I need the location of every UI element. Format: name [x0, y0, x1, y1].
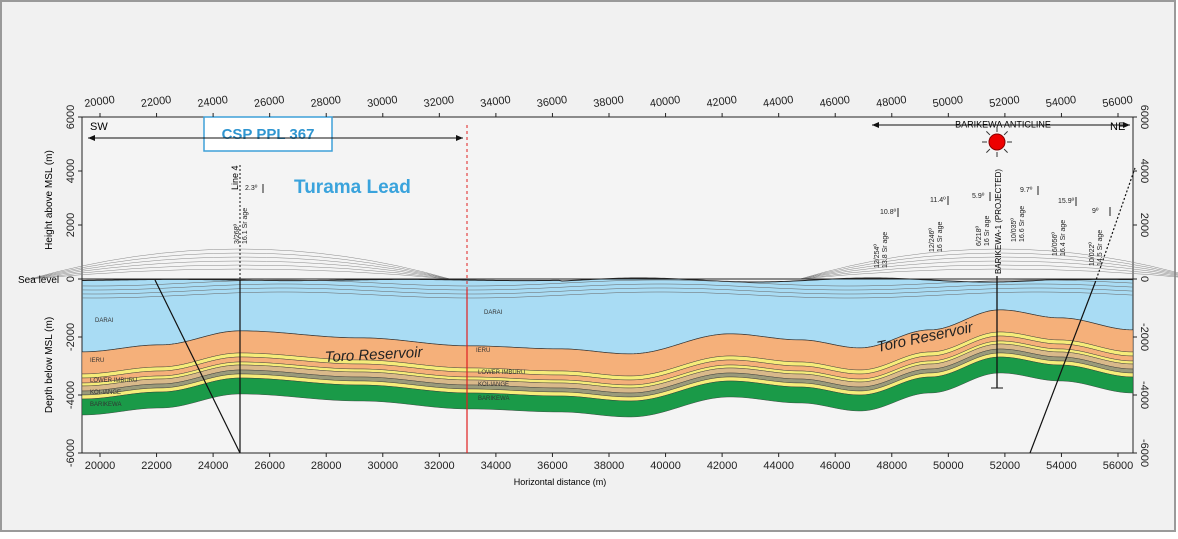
y-tick-label: 0 — [65, 276, 77, 282]
y-tick-label: -2000 — [65, 323, 77, 351]
formation-label: DARAI — [95, 318, 114, 324]
x-tick-label: 44000 — [763, 460, 794, 472]
licence: CSP PPL 367 — [222, 126, 315, 143]
x-tick-label: 30000 — [367, 460, 398, 472]
x-tick-label: 56000 — [1103, 460, 1134, 472]
x-tick-label: 48000 — [876, 460, 907, 472]
sample-label: 12/254º — [874, 244, 881, 268]
formation-label: KOI-IANGE — [478, 382, 509, 388]
y-tick-label: 4000 — [1138, 159, 1150, 183]
sea-level: Sea level — [18, 275, 59, 286]
formation-label: BARIKEWA — [478, 396, 509, 402]
x-tick-label: 38000 — [594, 460, 625, 472]
sample-label: 16 Sr age — [984, 216, 991, 246]
y-tick-label: 0 — [1138, 276, 1150, 282]
y-tick-label: 4000 — [65, 159, 77, 183]
y-label-lower: Depth below MSL (m) — [44, 317, 55, 413]
x-tick-label: 34000 — [481, 460, 512, 472]
line-4: Line 4 — [230, 165, 240, 190]
sample-label: 14.5 Sr age — [1097, 230, 1104, 266]
sample-label: 16.6 Sr age — [1019, 206, 1026, 242]
x-tick-label: 28000 — [311, 460, 342, 472]
dip-label: 11.4º — [930, 197, 946, 204]
y-tick-label: 6000 — [65, 105, 77, 129]
ne: NE — [1110, 121, 1125, 133]
dip-label: 9º — [1092, 208, 1099, 215]
y-tick-label: -4000 — [65, 381, 77, 409]
x-tick-label: 24000 — [198, 460, 229, 472]
sample-label: 6/218º — [976, 225, 983, 246]
well-name: BARIKEWA-1 (PROJECTED) — [994, 169, 1003, 274]
y-tick-label: -4000 — [1138, 381, 1150, 409]
sample-label: 16 Sr age — [937, 222, 944, 252]
x-axis-label: Horizontal distance (m) — [514, 477, 607, 487]
sample-label: 12/246º — [929, 228, 936, 252]
x-tick-label: 46000 — [820, 460, 851, 472]
x-tick-label: 32000 — [424, 460, 455, 472]
formation-label: KOI-IANGE — [90, 390, 121, 396]
well-symbol — [989, 134, 1005, 150]
x-tick-label: 20000 — [85, 460, 116, 472]
y-label-upper: Height above MSL (m) — [44, 150, 55, 250]
y-tick-label: -6000 — [1138, 439, 1150, 467]
sample-label: 10/022º — [1089, 242, 1096, 266]
formation-label: IERU — [90, 358, 104, 364]
x-tick-label: 54000 — [1046, 460, 1077, 472]
formation-label: IERU — [476, 348, 490, 354]
sample-label: 16.4 Sr age — [1060, 220, 1067, 256]
dip-label: 15.9º — [1058, 198, 1075, 205]
sample-label: 16.1 Sr age — [242, 208, 249, 244]
sample-label: 3/268º — [234, 223, 241, 244]
y-tick-label: 6000 — [1138, 105, 1150, 129]
formation-label: BARIKEWA — [90, 402, 121, 408]
page: CSP PPL 367 Turama Lead SW NE BARIKEWA A… — [0, 0, 1178, 534]
x-tick-label: 36000 — [537, 460, 568, 472]
sample-label: 10/035º — [1011, 218, 1018, 242]
anticline: BARIKEWA ANTICLINE — [955, 119, 1051, 129]
sw: SW — [90, 121, 108, 133]
x-tick-label: 42000 — [707, 460, 738, 472]
formation-label: DARAI — [484, 310, 503, 316]
y-tick-label: 2000 — [65, 213, 77, 237]
dip-label: 5.9º — [972, 193, 985, 200]
dip-label: 10.8º — [880, 209, 897, 216]
dip-label: 2.3º — [245, 185, 258, 192]
x-tick-label: 22000 — [141, 460, 172, 472]
y-tick-label: -6000 — [65, 439, 77, 467]
formation-label: LOWER IMBURU — [478, 370, 525, 376]
sample-label: 13.8 Sr age — [882, 232, 889, 268]
lead-name: Turama Lead — [294, 177, 411, 198]
x-tick-label: 50000 — [933, 460, 964, 472]
y-tick-label: 2000 — [1138, 213, 1150, 237]
y-tick-label: -2000 — [1138, 323, 1150, 351]
x-tick-label: 26000 — [254, 460, 285, 472]
dip-label: 9.7º — [1020, 187, 1033, 194]
formation-label: LOWER IMBURU — [90, 378, 137, 384]
x-tick-label: 52000 — [990, 460, 1021, 472]
x-tick-label: 40000 — [650, 460, 681, 472]
sample-label: 16/056º — [1052, 232, 1059, 256]
